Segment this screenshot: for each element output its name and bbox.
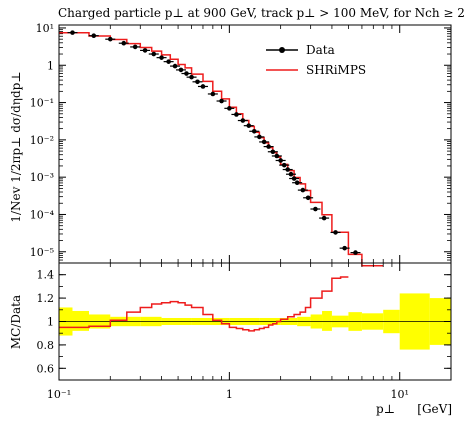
main-plot-frame	[58, 24, 452, 264]
data-point	[270, 149, 276, 155]
data-point	[121, 40, 127, 46]
legend-data-marker	[279, 47, 285, 53]
data-point	[246, 123, 252, 128]
data-point	[189, 74, 194, 80]
data-point	[313, 206, 318, 212]
legend: Data SHRiMPS	[266, 43, 366, 77]
data-point	[251, 128, 257, 134]
ratio-y-tick-label: 1	[47, 316, 54, 329]
data-point	[159, 55, 164, 60]
y-tick-label: 10¹	[36, 22, 54, 35]
data-point	[294, 180, 300, 186]
data-point	[285, 167, 290, 172]
data-point	[151, 51, 157, 57]
ratio-plot-panel: 0.6 0.8 1 1.2 1.4	[37, 262, 452, 381]
ratio-histogram	[59, 276, 349, 332]
uncertainty-band-segment	[322, 310, 332, 331]
data-point	[132, 44, 138, 50]
data-point	[210, 91, 216, 97]
data-point	[300, 187, 306, 193]
data-point	[219, 98, 224, 104]
x-axis-unit: [GeV]	[417, 402, 452, 416]
data-point	[107, 36, 113, 42]
data-point	[321, 215, 327, 221]
x-tick-label: 10¹	[391, 388, 409, 401]
x-tick-label: 1	[226, 388, 233, 401]
data-point	[274, 153, 280, 159]
data-point	[91, 33, 97, 38]
legend-shrimps-label: SHRiMPS	[306, 63, 366, 77]
data-point	[227, 106, 232, 111]
ratio-y-axis-label: MC/Data	[9, 295, 23, 349]
data-point	[200, 84, 206, 89]
ratio-y-tick-label: 1.2	[37, 292, 55, 305]
x-tick-label: 10⁻¹	[47, 388, 71, 401]
data-point	[305, 195, 311, 201]
data-point	[281, 162, 287, 168]
data-point	[195, 79, 200, 85]
data-point	[70, 30, 75, 35]
chart-title: Charged particle p⊥ at 900 GeV, track p⊥…	[58, 6, 465, 20]
data-point	[353, 250, 358, 255]
data-point	[234, 112, 239, 117]
x-axis-label: p⊥	[376, 402, 395, 416]
data-point	[278, 158, 283, 163]
y-tick-label: 1	[47, 59, 54, 72]
y-tick-label: 10⁻¹	[30, 97, 54, 110]
data-point	[166, 59, 171, 64]
ratio-y-tick-label: 1.4	[37, 269, 55, 282]
y-axis-label: 1/Nev 1/2πp⊥ dσ/dηdp⊥	[9, 71, 23, 222]
ratio-y-tick-label: 0.8	[37, 339, 55, 352]
data-point	[257, 134, 262, 140]
data-point	[342, 245, 347, 251]
y-tick-label: 10⁻⁴	[30, 208, 55, 221]
data-point	[333, 230, 338, 235]
data-point	[291, 176, 297, 181]
data-point	[172, 63, 178, 69]
data-point	[288, 171, 294, 177]
y-tick-label: 10⁻²	[30, 134, 54, 147]
y-tick-label: 10⁻⁵	[30, 246, 54, 259]
main-plot-panel: 10¹ 1 10⁻¹ 10⁻² 10⁻³ 10⁻⁴ 10⁻⁵	[30, 22, 452, 267]
data-point	[240, 118, 246, 123]
data-point	[178, 67, 184, 73]
ratio-y-tick-label: 0.6	[37, 362, 55, 375]
data-point	[261, 139, 267, 145]
y-tick-label: 10⁻³	[30, 171, 54, 184]
data-point	[142, 48, 148, 53]
data-point	[266, 144, 271, 149]
legend-data-label: Data	[306, 43, 335, 57]
uncertainty-band-segment	[72, 310, 89, 331]
data-point	[184, 71, 189, 76]
